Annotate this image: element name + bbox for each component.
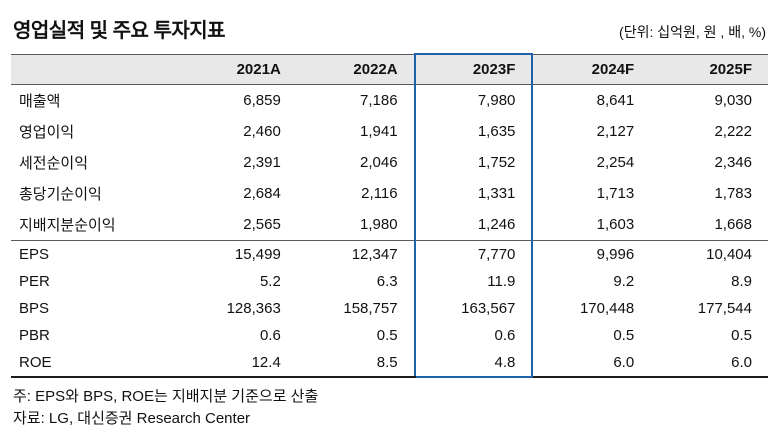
value-cell: 1,668 <box>650 209 768 241</box>
value-cell: 1,246 <box>413 209 534 241</box>
value-cell: 2,460 <box>243 123 281 140</box>
row-label: EPS <box>19 246 50 263</box>
value-cell: 0.5 <box>613 327 635 344</box>
table-row-BPS: BPS 128,363 158,757 163,567 170,448 177,544 <box>11 295 768 322</box>
table-row-PER: PER 5.2 6.3 11.9 9.2 8.9 <box>11 268 768 295</box>
value-cell: 1,603 <box>532 209 651 241</box>
table-body: 매출액 6,859 7,186 7,980 8,641 9,030 영업이익 2,460 1,9… <box>11 84 768 378</box>
value-cell: 1,713 <box>596 185 635 202</box>
value-cell: 2,046 <box>360 154 398 171</box>
value-cell: 2,254 <box>596 154 635 171</box>
column-header-2024F: 2024F <box>532 53 651 85</box>
value-cell: 1,752 <box>413 147 534 178</box>
financial-table: 2021A 2022A 2023F 2024F 2025F 매출액 6,859 7,186 7… <box>11 53 768 378</box>
table-row-EPS: EPS 15,499 12,347 7,770 9,996 10,404 <box>11 240 768 268</box>
value-cell: 2,684 <box>243 185 281 202</box>
value-cell: 9.2 <box>613 273 635 290</box>
row-label: 세전순이익 <box>19 155 89 172</box>
value-cell: 163,567 <box>413 295 534 322</box>
row-label: PER <box>19 273 50 290</box>
row-label: ROE <box>11 349 179 378</box>
value-cell: 0.5 <box>376 327 398 344</box>
value-cell: 158,757 <box>343 300 398 317</box>
value-cell: 2,116 <box>361 185 398 202</box>
row-label: 지배지분순이익 <box>11 209 179 241</box>
row-label: PBR <box>19 327 50 344</box>
value-cell: 8.5 <box>296 349 415 378</box>
value-cell: 11.9 <box>413 268 534 295</box>
value-cell: 2,127 <box>596 123 635 140</box>
value-cell: 2,222 <box>714 123 752 140</box>
value-cell: 7,186 <box>360 92 398 109</box>
row-label: 매출액 <box>19 93 61 110</box>
value-cell: 2,565 <box>179 209 297 241</box>
row-label: 영업이익 <box>19 124 75 141</box>
table-row-영업이익: 영업이익 2,460 1,941 1,635 2,127 2,222 <box>11 116 768 147</box>
value-cell: 1,635 <box>413 116 534 147</box>
page-title: 영업실적 및 주요 투자지표 <box>13 20 226 42</box>
value-cell: 8,641 <box>596 92 635 109</box>
table-row-PBR: PBR 0.6 0.5 0.6 0.5 0.5 <box>11 322 768 349</box>
value-cell: 1,980 <box>296 209 415 241</box>
title-row: 영업실적 및 주요 투자지표 (단위: 십억원, 원 , 배, %) <box>11 12 768 53</box>
value-cell: 2,346 <box>714 154 752 171</box>
value-cell: 6.3 <box>376 273 398 290</box>
row-label-header <box>11 53 179 85</box>
value-cell: 128,363 <box>226 300 281 317</box>
table-row-지배지분순이익: 지배지분순이익 2,565 1,980 1,246 1,603 1,668 <box>11 209 768 241</box>
value-cell: 170,448 <box>579 300 635 317</box>
value-cell: 4.8 <box>413 349 534 378</box>
table-header-row: 2021A 2022A 2023F 2024F 2025F <box>11 53 768 85</box>
column-header-2025F: 2025F <box>650 53 768 85</box>
value-cell: 6,859 <box>243 92 281 109</box>
row-label: BPS <box>19 300 50 317</box>
footnote-calculation: 주: EPS와 BPS, ROE는 지배지분 기준으로 산출 <box>13 388 319 405</box>
unit-note: (단위: 십억원, 원 , 배, %) <box>619 24 766 40</box>
value-cell: 8.9 <box>731 273 752 290</box>
value-cell: 6.0 <box>532 349 651 378</box>
value-cell: 6.0 <box>650 349 768 378</box>
column-header-2022A: 2022A <box>296 53 415 85</box>
value-cell: 1,783 <box>714 185 752 202</box>
column-header-2021A: 2021A <box>179 53 297 85</box>
value-cell: 10,404 <box>706 246 752 263</box>
column-header-2023F: 2023F <box>413 53 534 85</box>
value-cell: 0.5 <box>731 327 752 344</box>
table-row-세전순이익: 세전순이익 2,391 2,046 1,752 2,254 2,346 <box>11 147 768 178</box>
value-cell: 0.6 <box>259 327 281 344</box>
value-cell: 12,347 <box>351 246 398 263</box>
value-cell: 0.6 <box>413 322 534 349</box>
value-cell: 12.4 <box>179 349 297 378</box>
value-cell: 1,941 <box>360 123 398 140</box>
value-cell: 177,544 <box>697 300 752 317</box>
row-label: 총당기순이익 <box>19 186 102 203</box>
footnotes: 주: EPS와 BPS, ROE는 지배지분 기준으로 산출 자료: LG, 대… <box>11 378 768 430</box>
value-cell: 9,030 <box>714 92 752 109</box>
value-cell: 7,980 <box>413 84 534 116</box>
table-row-매출액: 매출액 6,859 7,186 7,980 8,641 9,030 <box>11 84 768 116</box>
value-cell: 1,331 <box>413 178 534 209</box>
value-cell: 5.2 <box>259 273 281 290</box>
table-row-총당기순이익: 총당기순이익 2,684 2,116 1,331 1,713 1,783 <box>11 178 768 209</box>
value-cell: 2,391 <box>243 154 281 171</box>
value-cell: 7,770 <box>413 240 534 268</box>
value-cell: 9,996 <box>596 246 635 263</box>
table-header: 2021A 2022A 2023F 2024F 2025F <box>11 53 768 85</box>
table-row-ROE: ROE 12.4 8.5 4.8 6.0 6.0 <box>11 349 768 378</box>
value-cell: 15,499 <box>234 246 281 263</box>
footnote-source: 자료: LG, 대신증권 Research Center <box>13 409 251 427</box>
